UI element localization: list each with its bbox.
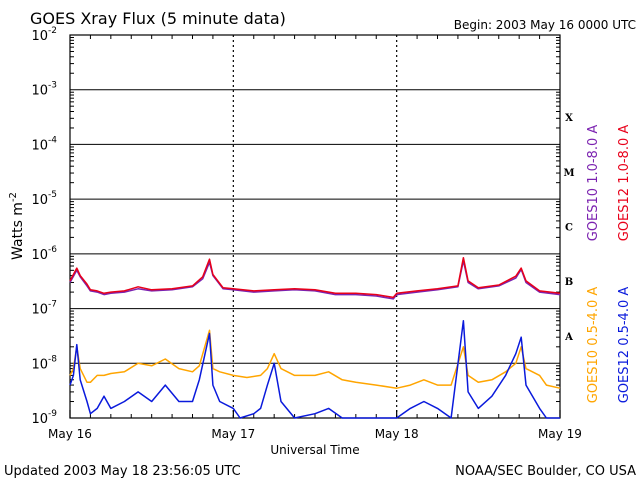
grid-lines <box>70 89 560 364</box>
x-tick-label: May 19 <box>538 427 582 441</box>
flare-class-label: C <box>565 223 573 234</box>
y-tick-label: 10-2 <box>31 26 57 44</box>
y-tick-label: 10-9 <box>31 409 57 427</box>
x-tick-label: May 17 <box>211 427 255 441</box>
x-tick-label: May 18 <box>375 427 419 441</box>
y-tick-base: 10 <box>31 84 48 99</box>
legend: GOES10 1.0-8.0 A GOES12 1.0-8.0 A GOES10 0… <box>586 125 632 404</box>
x-tick-label: May 16 <box>48 427 92 441</box>
begin-date: Begin: 2003 May 16 0000 UTC <box>454 18 636 32</box>
y-tick-label: 10-4 <box>31 135 57 153</box>
updated-timestamp: Updated 2003 May 18 23:56:05 UTC <box>4 464 241 479</box>
legend-label: GOES10 1.0-8.0 A <box>586 125 601 242</box>
y-tick-label: 10-8 <box>31 354 57 372</box>
flare-class-label: M <box>563 168 574 179</box>
flare-class-labels: X M C B A <box>563 113 574 343</box>
y-tick-label: 10-6 <box>31 245 57 263</box>
y-tick-base: 10 <box>31 248 48 263</box>
y-tick-exponent: -3 <box>48 81 57 91</box>
flare-class-label: B <box>565 277 573 288</box>
x-axis: May 16 May 17 May 18 May 19 <box>48 35 582 441</box>
y-axis: 10-210-310-410-510-610-710-810-9 <box>31 26 560 427</box>
y-tick-exponent: -8 <box>48 354 57 364</box>
legend-label: GOES10 0.5-4.0 A <box>586 287 601 404</box>
y-axis-label-exponent: -2 <box>8 192 19 202</box>
y-axis-label-text: Watts m <box>10 202 26 260</box>
flare-class-label: X <box>565 113 573 124</box>
flare-class-label: A <box>564 332 573 343</box>
y-tick-exponent: -9 <box>48 409 57 419</box>
credit-text: NOAA/SEC Boulder, CO USA <box>455 464 636 479</box>
y-tick-exponent: -5 <box>48 190 57 200</box>
y-tick-base: 10 <box>31 138 48 153</box>
legend-label: GOES12 1.0-8.0 A <box>617 125 632 242</box>
y-tick-base: 10 <box>31 303 48 318</box>
series-line-goes12-1-0-8-0-a <box>69 256 561 299</box>
y-tick-label: 10-7 <box>31 300 57 318</box>
series-line-goes10-1-0-8-0-a <box>69 259 561 300</box>
y-axis-label: Watts m-2 <box>8 192 26 260</box>
series-line-goes12-0-5-4-0-a <box>69 319 560 419</box>
chart-title: GOES Xray Flux (5 minute data) <box>30 9 286 28</box>
y-tick-exponent: -7 <box>48 300 57 310</box>
y-tick-label: 10-3 <box>31 81 57 99</box>
y-tick-base: 10 <box>31 412 48 427</box>
y-tick-base: 10 <box>31 193 48 208</box>
y-tick-base: 10 <box>31 357 48 372</box>
y-tick-exponent: -6 <box>48 245 57 255</box>
y-tick-exponent: -4 <box>48 135 57 145</box>
legend-label: GOES12 0.5-4.0 A <box>617 287 632 404</box>
plot-frame <box>69 34 561 419</box>
y-tick-label: 10-5 <box>31 190 57 208</box>
y-tick-exponent: -2 <box>48 26 57 36</box>
series-line-goes10-0-5-4-0-a <box>69 329 561 389</box>
x-axis-label: Universal Time <box>270 443 359 457</box>
data-series <box>69 256 561 419</box>
y-tick-base: 10 <box>31 29 48 44</box>
